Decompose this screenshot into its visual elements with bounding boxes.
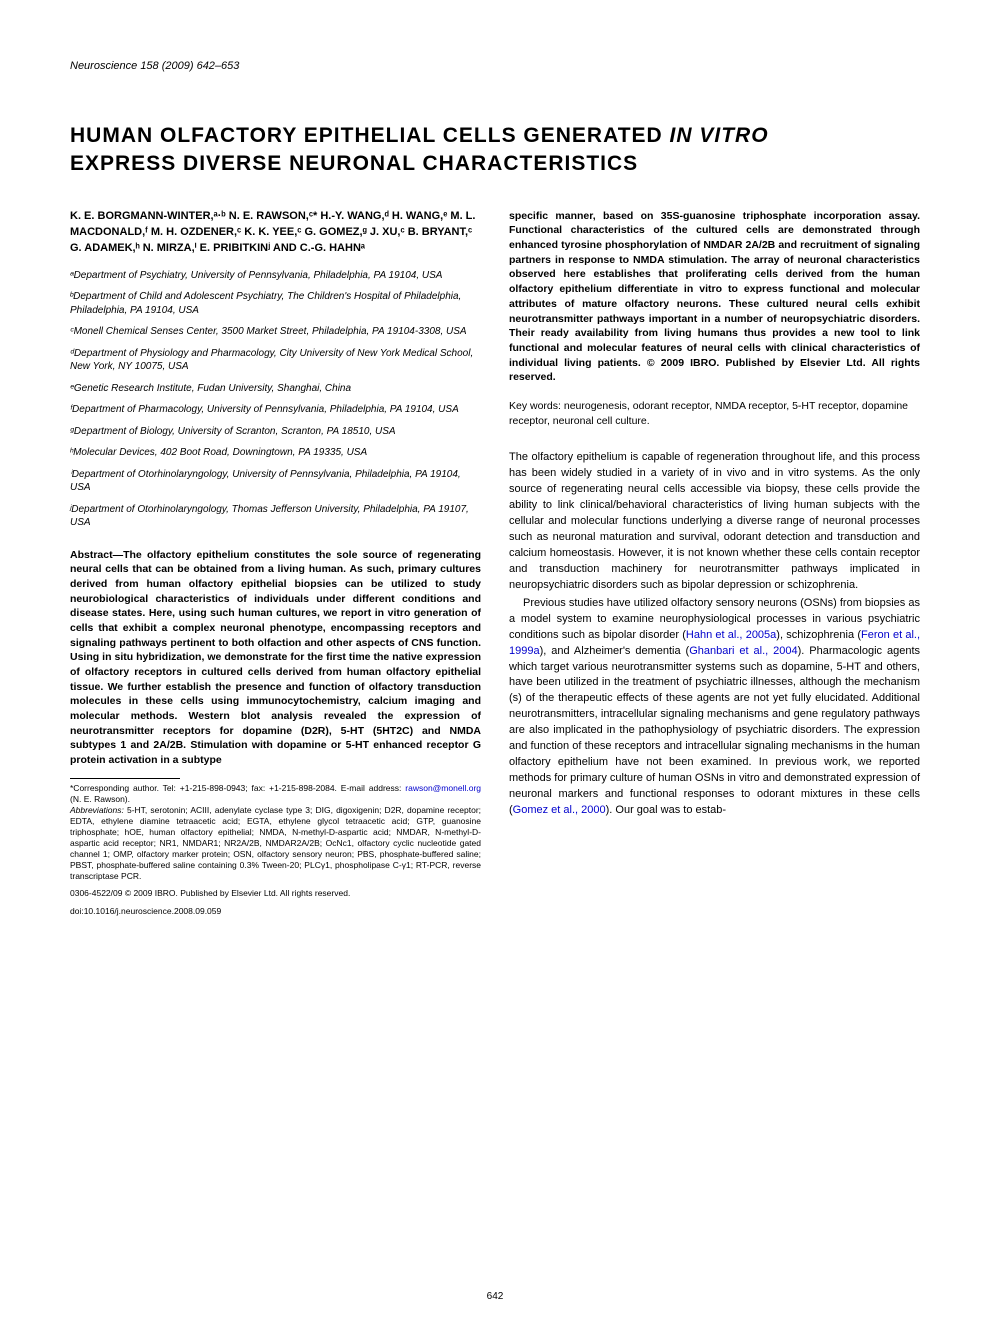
p2-mid1: ), schizophrenia ( [776,629,861,641]
title-part1: HUMAN OLFACTORY EPITHELIAL CELLS GENERAT… [70,124,670,147]
title-part2: EXPRESS DIVERSE NEURONAL CHARACTERISTICS [70,152,638,175]
author-list: K. E. BORGMANN-WINTER,ᵃ·ᵇ N. E. RAWSON,ᶜ… [70,209,481,257]
affiliation-a: ᵃDepartment of Psychiatry, University of… [70,269,481,283]
abstract-body: The olfactory epithelium constitutes the… [70,549,481,767]
body-paragraph-2: Previous studies have utilized olfactory… [509,596,920,819]
p2-end: ). Our goal was to estab- [606,804,726,816]
footnote-separator [70,778,180,779]
affiliation-i: ⁱDepartment of Otorhinolaryngology, Univ… [70,468,481,495]
abstract-label: Abstract— [70,549,123,561]
article-title: HUMAN OLFACTORY EPITHELIAL CELLS GENERAT… [70,122,920,179]
affiliation-e: ᵉGenetic Research Institute, Fudan Unive… [70,382,481,396]
corresponding-text: *Corresponding author. Tel: +1-215-898-0… [70,783,405,793]
right-column: specific manner, based on 35S-guanosine … [509,209,920,918]
p1-text: The olfactory epithelium is capable of r… [509,451,920,591]
corresponding-after: (N. E. Rawson). [70,794,130,804]
affiliation-f: ᶠDepartment of Pharmacology, University … [70,403,481,417]
affiliation-h: ʰMolecular Devices, 402 Boot Road, Downi… [70,446,481,460]
doi-line: doi:10.1016/j.neuroscience.2008.09.059 [70,906,481,918]
p2-after: ). Pharmacologic agents which target var… [509,645,920,816]
copyright-line: 0306-4522/09 © 2009 IBRO. Published by E… [70,888,481,900]
p2-mid2: ), and Alzheimer's dementia ( [540,645,690,657]
affiliation-d: ᵈDepartment of Physiology and Pharmacolo… [70,347,481,374]
abbreviations-note: Abbreviations: 5-HT, serotonin; ACIII, a… [70,805,481,882]
abbrev-body: 5-HT, serotonin; ACIII, adenylate cyclas… [70,805,481,881]
corresponding-author-note: *Corresponding author. Tel: +1-215-898-0… [70,783,481,805]
citation-ghanbari[interactable]: Ghanbari et al., 2004 [689,645,797,657]
citation-gomez[interactable]: Gomez et al., 2000 [513,804,606,816]
affiliation-g: ᵍDepartment of Biology, University of Sc… [70,425,481,439]
abbrev-label: Abbreviations: [70,805,127,815]
email-link[interactable]: rawson@monell.org [405,783,481,793]
abstract-continued: specific manner, based on 35S-guanosine … [509,209,920,385]
body-paragraph-1: The olfactory epithelium is capable of r… [509,450,920,593]
abstract: Abstract—The olfactory epithelium consti… [70,548,481,768]
affiliation-c: ᶜMonell Chemical Senses Center, 3500 Mar… [70,325,481,339]
page-number: 642 [487,1291,504,1302]
journal-citation: Neuroscience 158 (2009) 642–653 [70,60,920,72]
keywords: Key words: neurogenesis, odorant recepto… [509,399,920,428]
affiliation-b: ᵇDepartment of Child and Adolescent Psyc… [70,290,481,317]
left-column: K. E. BORGMANN-WINTER,ᵃ·ᵇ N. E. RAWSON,ᶜ… [70,209,481,918]
citation-hahn[interactable]: Hahn et al., 2005a [686,629,776,641]
two-column-layout: K. E. BORGMANN-WINTER,ᵃ·ᵇ N. E. RAWSON,ᶜ… [70,209,920,918]
affiliation-j: ʲDepartment of Otorhinolaryngology, Thom… [70,503,481,530]
title-italic: IN VITRO [670,124,769,147]
